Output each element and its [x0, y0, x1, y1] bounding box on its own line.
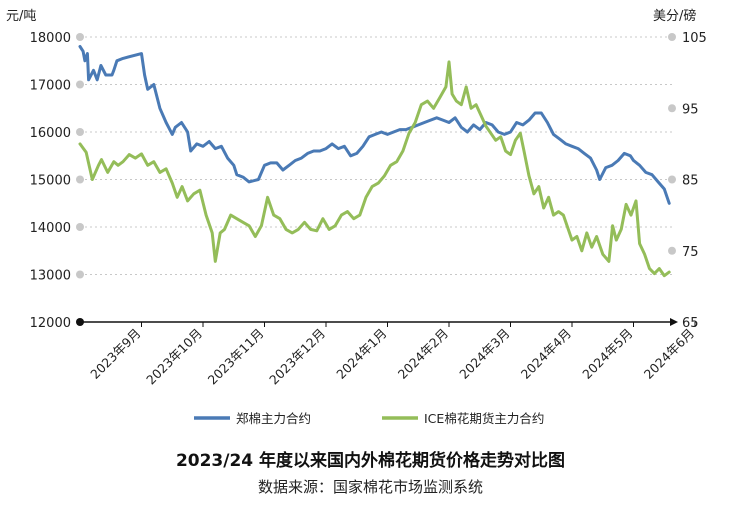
x-tick-label: 2023年11月 [205, 326, 267, 388]
right-axis-ticks: 65 75 85 95 105 [668, 31, 707, 331]
left-tick-label: 13000 [30, 269, 71, 284]
left-tick-marker [76, 223, 84, 231]
x-tick-label: 2024年1月 [333, 326, 389, 382]
right-axis-unit: 美分/磅 [653, 8, 696, 24]
left-tick-marker [76, 270, 84, 279]
x-tick-label: 2024年2月 [395, 326, 451, 382]
gridlines [80, 36, 672, 275]
right-tick-marker [668, 175, 676, 184]
legend: 郑棉主力合约 ICE棉花期货主力合约 [194, 411, 544, 426]
right-tick-label: 85 [682, 174, 699, 189]
right-tick-label: 65 [682, 316, 699, 331]
left-tick-label: 17000 [30, 79, 71, 94]
left-axis-ticks: 12000 13000 14000 15000 16000 17000 18000 [30, 31, 84, 331]
left-tick-marker [76, 175, 84, 184]
x-tick-label: 2023年12月 [266, 326, 328, 388]
right-tick-marker [668, 246, 676, 255]
x-tick-label: 2024年5月 [579, 326, 635, 382]
right-tick-marker [668, 104, 676, 113]
series-lines [78, 45, 671, 278]
x-tick-label: 2023年10月 [143, 326, 205, 388]
x-axis: 2023年9月 2023年10月 2023年11月 2023年12月 2024年1月 20… [80, 318, 697, 388]
left-tick-label: 18000 [30, 31, 71, 46]
left-tick-marker [76, 128, 84, 136]
legend-label: ICE棉花期货主力合约 [424, 411, 544, 426]
right-tick-marker [668, 33, 676, 41]
legend-label: 郑棉主力合约 [236, 411, 311, 426]
x-tick-label: 2024年3月 [456, 326, 512, 382]
right-tick-label: 75 [682, 245, 699, 260]
x-tick-label: 2024年6月 [641, 326, 697, 382]
right-tick-label: 105 [682, 31, 707, 46]
series-line-1 [78, 45, 671, 205]
x-axis-arrow [670, 318, 678, 326]
series-line-2 [78, 60, 671, 278]
left-tick-label: 15000 [30, 174, 71, 189]
chart-title: 2023/24 年度以来国内外棉花期货价格走势对比图 [175, 451, 566, 471]
right-tick-label: 95 [682, 102, 699, 117]
x-tick-label: 2024年4月 [518, 326, 574, 382]
left-axis-unit: 元/吨 [6, 9, 36, 24]
left-tick-marker [76, 33, 84, 41]
x-tick-label: 2023年9月 [87, 326, 143, 382]
left-tick-marker [76, 80, 84, 89]
left-tick-label: 14000 [30, 221, 71, 236]
left-tick-label: 12000 [30, 316, 71, 331]
data-source: 数据来源：国家棉花市场监测系统 [257, 478, 483, 496]
left-tick-label: 16000 [30, 126, 71, 141]
